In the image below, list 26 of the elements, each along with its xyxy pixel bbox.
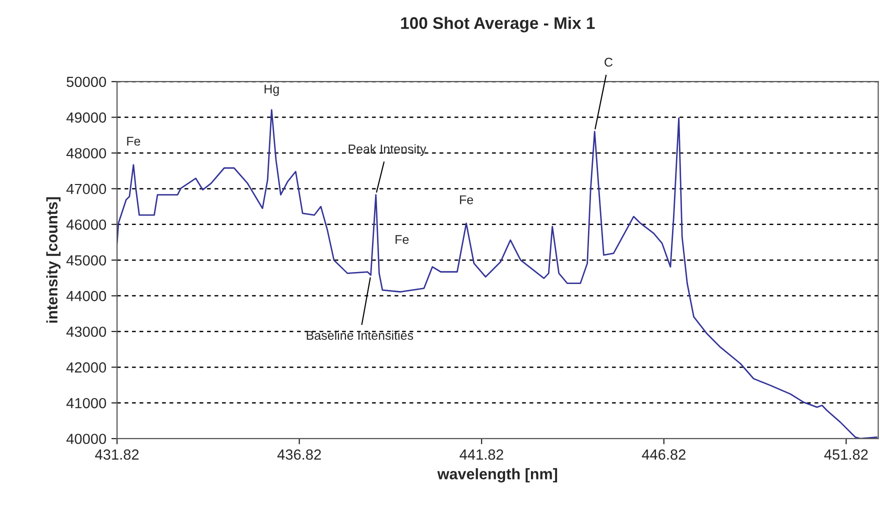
annotation: Fe [460, 195, 474, 204]
y-tick-label: 43000 [66, 326, 106, 337]
x-tick-label: 446.82 [642, 449, 686, 460]
y-tick-label: 48000 [66, 148, 106, 158]
x-tick-label: 436.82 [277, 449, 321, 460]
y-tick-label: 40000 [66, 434, 106, 444]
y-tick-label: 41000 [66, 398, 106, 408]
y-tick-label: 44000 [66, 290, 106, 302]
y-tick-label: 42000 [66, 362, 106, 373]
y-axis-title: intensity [counts] [46, 197, 61, 323]
x-axis-title: wavelength [nm] [437, 468, 558, 482]
x-tick-label: 451.82 [824, 449, 868, 460]
y-tick-label: 49000 [66, 112, 106, 123]
x-tick-label: 431.82 [95, 449, 139, 460]
annotation: Hg [264, 84, 279, 96]
y-tick-label: 45000 [66, 255, 106, 266]
annotation: Fe [396, 235, 409, 244]
y-tick-label: 46000 [66, 220, 106, 230]
annotation: Peak Intensity [348, 144, 426, 156]
y-tick-label: 47000 [66, 184, 106, 194]
annotation: C [604, 58, 613, 67]
chart-title: 100 Shot Average - Mix 1 [401, 16, 595, 32]
annotation: Baseline Intensities [306, 330, 414, 340]
x-tick-label: 441.82 [460, 449, 504, 460]
annotation: Fe [127, 136, 140, 146]
y-tick-label: 50000 [66, 76, 106, 88]
